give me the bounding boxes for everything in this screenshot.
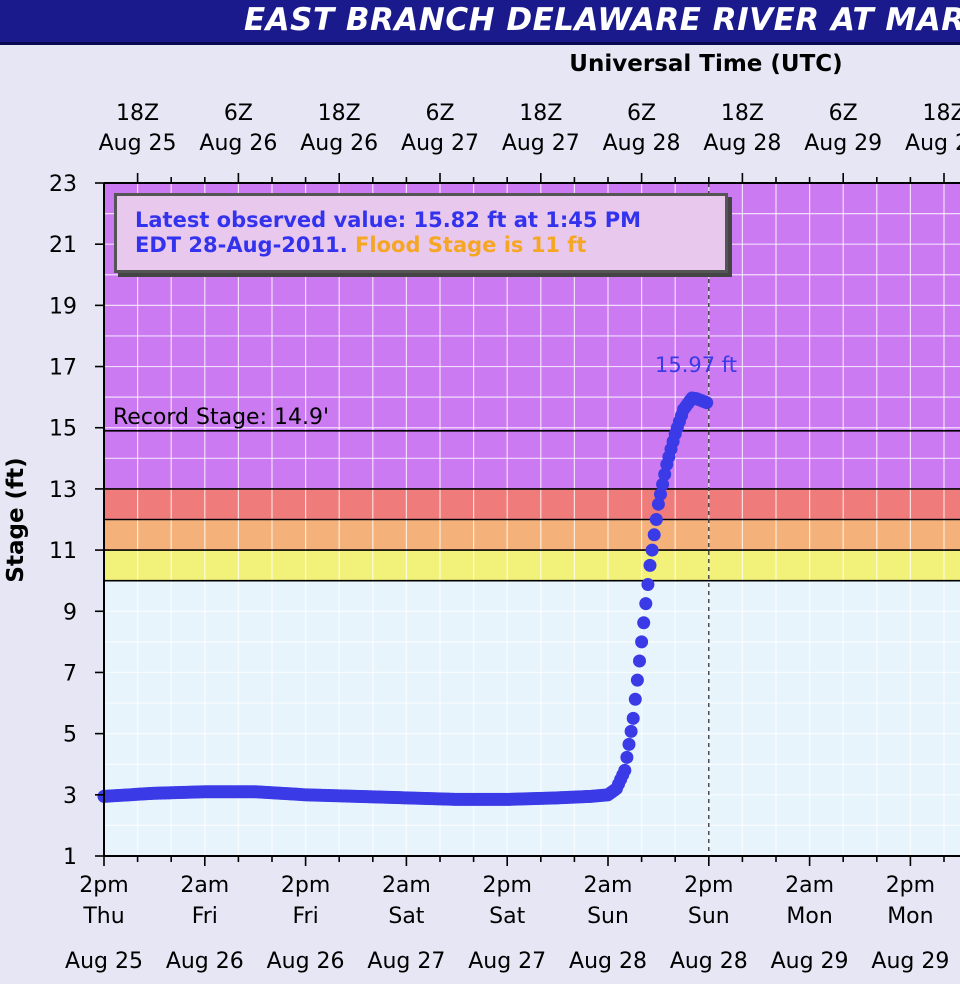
latest-value-date: EDT 28-Aug-2011. bbox=[135, 233, 348, 257]
data-point bbox=[651, 497, 665, 511]
top-tick-label-date: Aug 29 bbox=[804, 131, 882, 156]
x-tick-label-time: 2pm bbox=[684, 873, 733, 898]
x-tick-label-time: 2pm bbox=[79, 873, 128, 898]
top-tick-label-time: 6Z bbox=[425, 101, 454, 126]
top-tick-label-date: Aug 28 bbox=[703, 131, 781, 156]
top-tick-label-date: Aug 29 bbox=[905, 131, 960, 156]
y-tick-label: 23 bbox=[49, 172, 77, 197]
top-tick-label-time: 18Z bbox=[922, 101, 960, 126]
top-tick-label-date: Aug 26 bbox=[199, 131, 277, 156]
top-tick-label-time: 18Z bbox=[116, 101, 159, 126]
x-tick-label-time: 2pm bbox=[482, 873, 531, 898]
flood-zones bbox=[104, 183, 960, 856]
flood-stage-note: Flood Stage is 11 ft bbox=[355, 233, 587, 257]
y-tick-label: 11 bbox=[49, 539, 77, 564]
x-tick-label-date: Aug 28 bbox=[569, 949, 647, 974]
x-tick-label-time: 2am bbox=[785, 873, 834, 898]
top-axis-title: Universal Time (UTC) bbox=[569, 51, 842, 77]
x-tick-label-date: Aug 26 bbox=[166, 949, 244, 974]
data-point bbox=[641, 578, 655, 592]
y-tick-label: 7 bbox=[63, 661, 77, 686]
data-point bbox=[639, 597, 653, 611]
data-point bbox=[658, 467, 672, 481]
y-tick-label: 1 bbox=[63, 845, 77, 870]
y-tick-label: 19 bbox=[49, 294, 77, 319]
data-point bbox=[635, 635, 649, 649]
x-tick-label-day: Mon bbox=[786, 904, 832, 929]
data-point bbox=[630, 673, 644, 687]
x-tick-label-date: Aug 26 bbox=[267, 949, 345, 974]
data-point bbox=[633, 654, 646, 668]
top-tick-label-time: 18Z bbox=[519, 101, 562, 126]
data-point bbox=[626, 711, 640, 725]
x-tick-label-day: Fri bbox=[192, 904, 218, 929]
x-tick-label-day: Sat bbox=[388, 904, 424, 929]
x-tick-label-date: Aug 28 bbox=[670, 949, 748, 974]
data-point bbox=[637, 616, 651, 630]
y-tick-label: 9 bbox=[63, 600, 77, 625]
zone-band-2 bbox=[104, 519, 960, 551]
x-tick-label-time: 2pm bbox=[281, 873, 330, 898]
top-tick-label-date: Aug 25 bbox=[99, 131, 177, 156]
x-tick-label-time: 2pm bbox=[886, 873, 935, 898]
y-tick-label: 5 bbox=[63, 723, 77, 748]
top-tick-label-time: 6Z bbox=[627, 101, 656, 126]
x-tick-label-day: Fri bbox=[292, 904, 318, 929]
data-point bbox=[656, 477, 670, 491]
latest-value-line: Latest observed value: 15.82 ft at 1:45 … bbox=[135, 208, 642, 232]
x-tick-label-day: Thu bbox=[82, 904, 124, 929]
data-point bbox=[647, 528, 661, 542]
y-tick-label: 15 bbox=[49, 417, 77, 442]
top-tick-label-date: Aug 28 bbox=[603, 131, 681, 156]
x-tick-label-date: Aug 27 bbox=[367, 949, 445, 974]
top-tick-label-time: 6Z bbox=[224, 101, 253, 126]
x-tick-label-date: Aug 25 bbox=[65, 949, 143, 974]
top-tick-label-date: Aug 27 bbox=[401, 131, 479, 156]
data-point bbox=[654, 487, 667, 501]
top-tick-label-date: Aug 26 bbox=[300, 131, 378, 156]
top-tick-label-time: 18Z bbox=[318, 101, 361, 126]
record-stage-label: Record Stage: 14.9' bbox=[113, 405, 329, 430]
top-tick-label-time: 18Z bbox=[721, 101, 764, 126]
y-tick-label: 13 bbox=[49, 478, 77, 503]
data-point bbox=[649, 513, 663, 526]
threshold-lines bbox=[104, 429, 960, 582]
y-tick-label: 21 bbox=[49, 233, 77, 258]
x-tick-label-date: Aug 29 bbox=[871, 949, 949, 974]
data-point bbox=[624, 724, 638, 738]
zone-band-1 bbox=[104, 550, 960, 581]
data-point bbox=[622, 737, 636, 751]
x-tick-label-time: 2am bbox=[584, 873, 633, 898]
y-tick-label: 17 bbox=[49, 356, 77, 381]
x-tick-label-time: 2am bbox=[382, 873, 431, 898]
chart-title: EAST BRANCH DELAWARE RIVER AT MAR bbox=[244, 2, 960, 38]
y-tick-label: 3 bbox=[63, 784, 77, 809]
top-tick-label-date: Aug 27 bbox=[502, 131, 580, 156]
x-tick-label-day: Sat bbox=[489, 904, 525, 929]
stage-series bbox=[97, 391, 714, 806]
x-tick-label-date: Aug 27 bbox=[468, 949, 546, 974]
top-tick-label-time: 6Z bbox=[829, 101, 858, 126]
data-point bbox=[618, 763, 632, 777]
x-tick-label-day: Mon bbox=[887, 904, 933, 929]
data-point bbox=[643, 558, 657, 572]
data-point bbox=[645, 543, 659, 557]
title-bar: EAST BRANCH DELAWARE RIVER AT MAR bbox=[0, 0, 960, 45]
zone-band-0 bbox=[104, 580, 960, 856]
data-point bbox=[628, 692, 642, 706]
zone-band-3 bbox=[104, 488, 960, 520]
peak-value-label: 15.97 ft bbox=[655, 353, 737, 377]
x-tick-label-date: Aug 29 bbox=[771, 949, 849, 974]
x-tick-label-time: 2am bbox=[180, 873, 229, 898]
data-point bbox=[620, 750, 634, 764]
y-axis-title: Stage (ft) bbox=[3, 457, 29, 582]
data-point bbox=[700, 396, 714, 410]
latest-value-box: Latest observed value: 15.82 ft at 1:45 … bbox=[114, 193, 728, 273]
x-tick-label-day: Sun bbox=[688, 904, 730, 929]
x-tick-label-day: Sun bbox=[587, 904, 629, 929]
latest-value-line-2: EDT 28-Aug-2011. Flood Stage is 11 ft bbox=[135, 233, 725, 258]
annotations: Record Stage: 14.9' 15.97 ft bbox=[113, 353, 737, 430]
